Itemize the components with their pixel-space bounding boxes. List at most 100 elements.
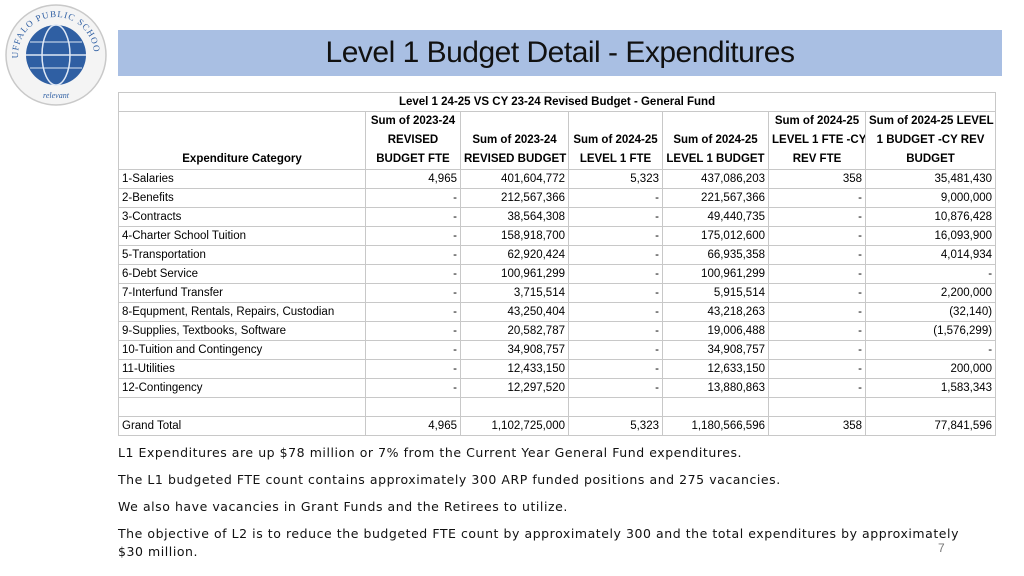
note: We also have vacancies in Grant Funds an… bbox=[118, 499, 568, 514]
category-cell: 2-Benefits bbox=[118, 188, 366, 208]
number-cell: 38,564,308 bbox=[460, 207, 569, 227]
number-cell: 4,965 bbox=[365, 169, 461, 189]
header-line: REVISED bbox=[387, 134, 439, 146]
number-cell: 1,180,566,596 bbox=[662, 416, 769, 436]
number-cell: 401,604,772 bbox=[460, 169, 569, 189]
data-row: 12-Contingency -12,297,520-13,880,863-1,5… bbox=[118, 378, 997, 398]
number-cell: - bbox=[365, 188, 461, 208]
number-cell: 5,323 bbox=[568, 169, 663, 189]
number-cell: - bbox=[365, 264, 461, 284]
header-line: LEVEL 1 FTE bbox=[579, 153, 652, 165]
note: The L1 budgeted FTE count contains appro… bbox=[118, 472, 781, 487]
number-cell: 34,908,757 bbox=[460, 340, 569, 360]
header-line: BUDGET FTE bbox=[376, 153, 450, 165]
data-row: 6-Debt Service -100,961,299-100,961,299- - bbox=[118, 264, 997, 284]
number-cell: 358 bbox=[768, 416, 866, 436]
data-row: 5-Transportation -62,920,424-66,935,358-4… bbox=[118, 245, 997, 265]
number-cell: - bbox=[768, 302, 866, 322]
number-cell: 66,935,358 bbox=[662, 245, 769, 265]
number-cell: - bbox=[864, 340, 997, 360]
number-cell: - bbox=[568, 378, 663, 398]
category-cell: 7-Interfund Transfer bbox=[118, 283, 366, 303]
number-cell: - bbox=[365, 321, 461, 341]
number-cell: - bbox=[768, 264, 866, 284]
blank-cell bbox=[662, 397, 769, 417]
number-cell: 16,093,900 bbox=[864, 226, 997, 246]
number-cell: - bbox=[568, 226, 663, 246]
number-cell: 43,250,404 bbox=[460, 302, 569, 322]
number-cell: 49,440,735 bbox=[662, 207, 769, 227]
data-row: 11-Utilities -12,433,150-12,633,150-200,0… bbox=[118, 359, 997, 379]
data-row: 2-Benefits -212,567,366-221,567,366-9,000… bbox=[118, 188, 997, 208]
category-cell: 12-Contingency bbox=[118, 378, 366, 398]
page-number: 7 bbox=[938, 541, 945, 555]
blank-cell bbox=[118, 397, 366, 417]
number-cell: - bbox=[768, 188, 866, 208]
number-cell: 358 bbox=[768, 169, 866, 189]
category-cell: 3-Contracts bbox=[118, 207, 366, 227]
note: L1 Expenditures are up $78 million or 7%… bbox=[118, 445, 743, 460]
data-row: 9-Supplies, Textbooks, Software -20,582,7… bbox=[118, 321, 997, 341]
number-cell: 212,567,366 bbox=[460, 188, 569, 208]
number-cell: 77,841,596 bbox=[864, 416, 997, 436]
number-cell: 175,012,600 bbox=[662, 226, 769, 246]
number-cell: 34,908,757 bbox=[662, 340, 769, 360]
number-cell: - bbox=[568, 245, 663, 265]
header-cell: Sum of 2024-25 LEVEL 1 BUDGET bbox=[662, 111, 769, 170]
number-cell: - bbox=[568, 359, 663, 379]
number-cell: 12,297,520 bbox=[460, 378, 569, 398]
number-cell: - bbox=[365, 340, 461, 360]
number-cell: - bbox=[768, 321, 866, 341]
number-cell: - bbox=[768, 340, 866, 360]
number-cell: - bbox=[365, 283, 461, 303]
number-cell: 35,481,430 bbox=[864, 169, 997, 189]
header-line: Sum of 2024-25 LEVEL bbox=[869, 115, 994, 127]
number-cell: (32,140) bbox=[864, 302, 997, 322]
title-bar: Level 1 Budget Detail - Expenditures bbox=[118, 30, 1002, 76]
number-cell: 158,918,700 bbox=[460, 226, 569, 246]
data-row: 4-Charter School Tuition -158,918,700-175… bbox=[118, 226, 997, 246]
number-cell: (1,576,299) bbox=[864, 321, 997, 341]
number-cell: - bbox=[864, 264, 997, 284]
number-cell: - bbox=[768, 283, 866, 303]
logo-motto: relevant bbox=[43, 91, 70, 100]
blank-cell bbox=[365, 397, 461, 417]
header-line: BUDGET bbox=[906, 153, 955, 165]
blank-cell bbox=[864, 397, 997, 417]
header-line: 1 BUDGET -CY REV bbox=[876, 134, 985, 146]
number-cell: - bbox=[365, 245, 461, 265]
number-cell: 4,965 bbox=[365, 416, 461, 436]
category-cell: 11-Utilities bbox=[118, 359, 366, 379]
note: The objective of L2 is to reduce the bud… bbox=[118, 526, 960, 559]
number-cell: 12,433,150 bbox=[460, 359, 569, 379]
header-line: LEVEL 1 FTE -CY bbox=[772, 134, 866, 146]
number-cell: - bbox=[365, 378, 461, 398]
header-row: Expenditure Category Sum of 2023-24 REVISE… bbox=[118, 111, 997, 170]
header-cell: Expenditure Category bbox=[118, 111, 366, 170]
category-cell: 1-Salaries bbox=[118, 169, 366, 189]
number-cell: - bbox=[768, 378, 866, 398]
number-cell: - bbox=[568, 283, 663, 303]
category-cell: 5-Transportation bbox=[118, 245, 366, 265]
logo: BUFFALO PUBLIC SCHOOLS relevant bbox=[0, 0, 107, 106]
category-cell: 6-Debt Service bbox=[118, 264, 366, 284]
number-cell: - bbox=[568, 207, 663, 227]
number-cell: - bbox=[365, 207, 461, 227]
number-cell: - bbox=[365, 302, 461, 322]
budget-table: Level 1 24-25 VS CY 23-24 Revised Budget… bbox=[117, 92, 997, 436]
number-cell: - bbox=[365, 359, 461, 379]
category-cell: Grand Total bbox=[118, 416, 366, 436]
number-cell: 4,014,934 bbox=[864, 245, 997, 265]
category-cell: 4-Charter School Tuition bbox=[118, 226, 366, 246]
header-cell: Sum of 2023-24 REVISED BUDGET FTE bbox=[365, 111, 461, 170]
number-cell: 437,086,203 bbox=[662, 169, 769, 189]
number-cell: 43,218,263 bbox=[662, 302, 769, 322]
data-row: 10-Tuition and Contingency -34,908,757-34… bbox=[118, 340, 997, 360]
data-row: 8-Equpment, Rentals, Repairs, Custodian -… bbox=[118, 302, 997, 322]
number-cell: 1,102,725,000 bbox=[460, 416, 569, 436]
header-line: Sum of 2024-25 bbox=[673, 134, 758, 146]
number-cell: 13,880,863 bbox=[662, 378, 769, 398]
number-cell: 5,323 bbox=[568, 416, 663, 436]
number-cell: 20,582,787 bbox=[460, 321, 569, 341]
header-cell: Sum of 2023-24 REVISED BUDGET bbox=[460, 111, 569, 170]
